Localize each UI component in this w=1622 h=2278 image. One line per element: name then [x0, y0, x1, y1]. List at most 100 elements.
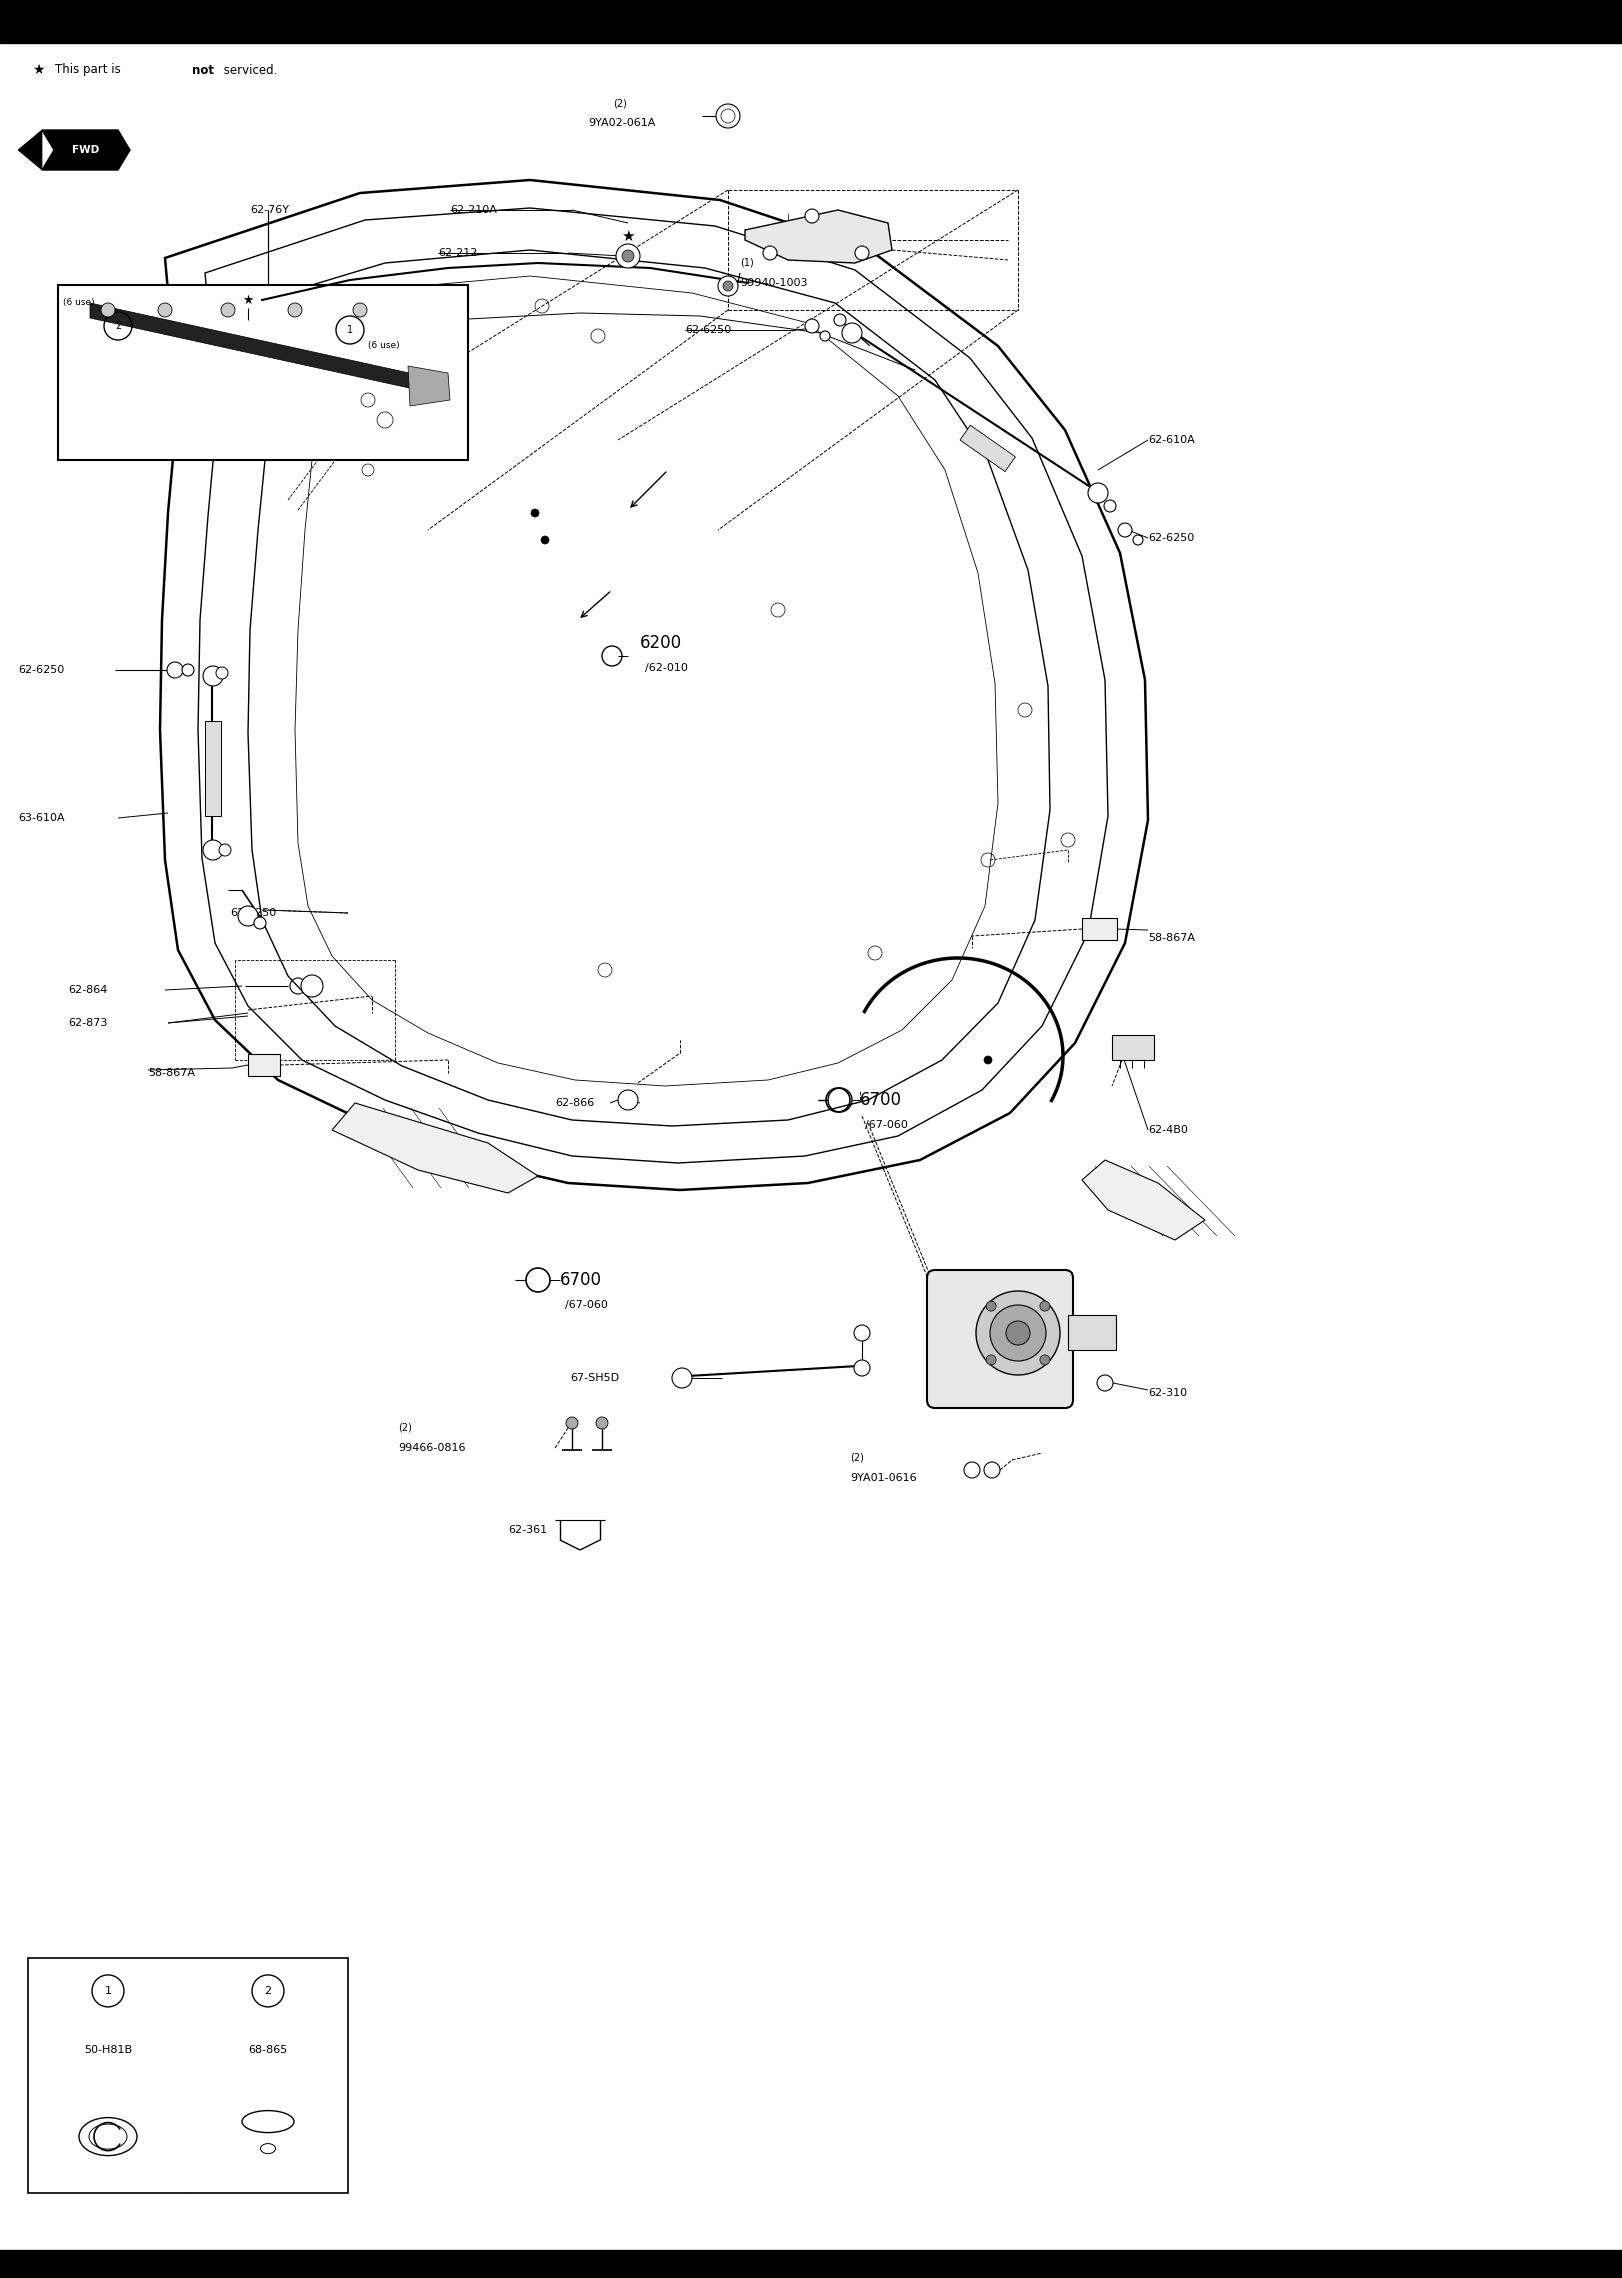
Text: This part is: This part is	[55, 64, 125, 77]
Text: (2): (2)	[397, 1424, 412, 1433]
Bar	[58, 285, 469, 460]
Text: 62-210A: 62-210A	[449, 205, 496, 214]
Circle shape	[101, 303, 115, 317]
Text: 58-867A: 58-867A	[148, 1068, 195, 1077]
Circle shape	[238, 907, 258, 925]
Text: 6700: 6700	[560, 1271, 602, 1289]
Circle shape	[216, 667, 229, 679]
Circle shape	[1040, 1355, 1049, 1365]
Polygon shape	[333, 1103, 539, 1194]
Circle shape	[855, 1326, 869, 1342]
Circle shape	[855, 1360, 869, 1376]
Text: 62-866: 62-866	[555, 1098, 594, 1107]
Text: (2): (2)	[613, 98, 628, 107]
Text: 62-76Y: 62-76Y	[250, 205, 289, 214]
Text: 99940-1003: 99940-1003	[740, 278, 808, 287]
FancyBboxPatch shape	[928, 1271, 1074, 1408]
Circle shape	[203, 841, 222, 861]
Text: 62-6250: 62-6250	[230, 909, 276, 918]
Text: 2: 2	[115, 321, 122, 330]
Text: 62-873: 62-873	[68, 1018, 107, 1027]
Text: /67-060: /67-060	[564, 1301, 608, 1310]
Text: 50-H81B: 50-H81B	[84, 2046, 131, 2055]
Text: ★: ★	[621, 228, 634, 244]
Circle shape	[719, 276, 738, 296]
Circle shape	[1088, 483, 1108, 503]
Text: (2): (2)	[850, 1453, 865, 1462]
Circle shape	[566, 1417, 577, 1428]
Circle shape	[762, 246, 777, 260]
Text: 62-6250: 62-6250	[18, 665, 65, 674]
Circle shape	[616, 244, 641, 269]
Circle shape	[255, 918, 266, 929]
Polygon shape	[409, 367, 449, 405]
Polygon shape	[42, 130, 130, 171]
Text: 1: 1	[347, 326, 354, 335]
Bar	[248, 1055, 281, 1075]
Circle shape	[985, 1057, 993, 1064]
Text: 9YA01-0616: 9YA01-0616	[850, 1474, 916, 1483]
Circle shape	[1105, 499, 1116, 513]
Bar	[28, 1959, 349, 2194]
Text: (6 use): (6 use)	[368, 342, 399, 351]
Polygon shape	[18, 130, 42, 171]
Bar	[1067, 1314, 1116, 1351]
Bar	[1113, 1034, 1153, 1059]
Circle shape	[618, 1089, 637, 1109]
Text: 62-6250: 62-6250	[1148, 533, 1194, 542]
Text: 63-610A: 63-610A	[18, 813, 65, 822]
Circle shape	[542, 535, 548, 544]
Circle shape	[1006, 1321, 1030, 1344]
Text: 62-6250: 62-6250	[684, 326, 732, 335]
Circle shape	[842, 323, 861, 344]
Bar	[0, 2251, 1622, 2278]
Text: ★: ★	[32, 64, 44, 77]
Text: (1): (1)	[740, 257, 754, 269]
Text: 6200: 6200	[641, 633, 683, 652]
Text: 62-310: 62-310	[1148, 1387, 1187, 1399]
Circle shape	[963, 1462, 980, 1478]
Text: /67-060: /67-060	[865, 1121, 908, 1130]
Circle shape	[723, 280, 733, 292]
Text: not: not	[191, 64, 214, 77]
Bar	[0, 0, 1622, 43]
Circle shape	[289, 303, 302, 317]
Polygon shape	[744, 210, 892, 262]
Circle shape	[715, 105, 740, 128]
Circle shape	[203, 665, 222, 686]
Text: 9YA02-061A: 9YA02-061A	[589, 118, 655, 128]
Text: 2: 2	[264, 1986, 271, 1996]
Text: 1: 1	[104, 1986, 112, 1996]
Text: 62-361: 62-361	[508, 1524, 548, 1535]
Circle shape	[621, 251, 634, 262]
Circle shape	[855, 246, 869, 260]
Circle shape	[805, 210, 819, 223]
Circle shape	[302, 975, 323, 998]
Bar	[960, 426, 1015, 472]
Circle shape	[1096, 1376, 1113, 1392]
Text: FWD: FWD	[73, 146, 99, 155]
Text: 99466-0816: 99466-0816	[397, 1442, 466, 1453]
Text: ★: ★	[242, 294, 253, 308]
Text: 67-SH5D: 67-SH5D	[569, 1374, 620, 1383]
Circle shape	[221, 303, 235, 317]
Circle shape	[986, 1301, 996, 1312]
Text: (6 use): (6 use)	[63, 298, 96, 308]
Circle shape	[595, 1417, 608, 1428]
Circle shape	[985, 1462, 1001, 1478]
Text: 62-610A: 62-610A	[1148, 435, 1195, 444]
Polygon shape	[89, 303, 431, 394]
Text: 68-865: 68-865	[248, 2046, 287, 2055]
Text: 62-212: 62-212	[438, 248, 477, 257]
Circle shape	[1118, 524, 1132, 538]
Circle shape	[1040, 1301, 1049, 1312]
Bar	[1082, 918, 1118, 941]
Text: 62-4B0: 62-4B0	[1148, 1125, 1187, 1134]
Circle shape	[182, 663, 195, 677]
Polygon shape	[1082, 1160, 1205, 1239]
Circle shape	[986, 1355, 996, 1365]
Text: 6700: 6700	[860, 1091, 902, 1109]
Circle shape	[989, 1305, 1046, 1360]
Circle shape	[219, 845, 230, 857]
Circle shape	[821, 330, 830, 342]
